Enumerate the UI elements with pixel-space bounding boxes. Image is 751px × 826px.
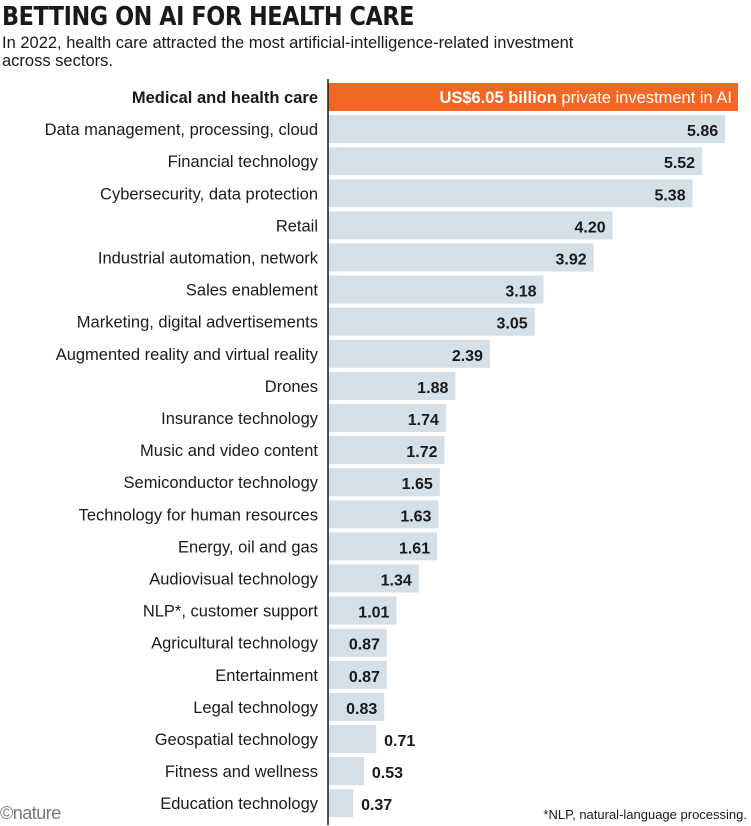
value-label: 0.83 [346,701,377,718]
category-label: Marketing, digital advertisements [77,314,318,332]
value-label: 5.86 [687,123,718,140]
bar [328,628,387,657]
value-label: 1.72 [406,444,437,461]
category-label: Insurance technology [161,410,319,428]
value-label: 1.61 [399,540,430,557]
value-label: 2.39 [452,348,483,365]
category-label: Drones [265,378,318,396]
category-label: Augmented reality and virtual reality [56,346,319,364]
value-label: 0.87 [349,669,380,686]
category-label: Data management, processing, cloud [45,121,318,139]
value-label: 3.92 [556,252,587,269]
category-label: Audiovisual technology [149,571,319,589]
category-label: Industrial automation, network [98,250,319,268]
highlight-value: US$6.05 billion [439,89,561,107]
highlight-label: US$6.05 billion private investment in AI [439,89,732,107]
value-label: 0.87 [349,637,380,654]
category-label: Cybersecurity, data protection [100,185,318,203]
bar [328,243,594,272]
highlight-caption: private investment in AI [561,89,732,107]
bar [328,339,490,368]
category-label: Financial technology [168,153,319,171]
bar [328,147,703,176]
value-label: 1.34 [381,573,412,590]
bar [328,307,535,336]
bar [328,404,446,432]
value-label: 1.63 [400,508,431,525]
bar [328,436,445,465]
bar [328,564,419,593]
footnote: *NLP, natural-language processing. [543,807,747,822]
bar [328,660,387,689]
chart-title: BETTING ON AI FOR HEALTH CARE [2,2,415,32]
bar [328,725,377,753]
category-label: Entertainment [215,667,318,685]
category-label: Medical and health care [132,89,318,107]
category-label: Semiconductor technology [124,474,319,492]
bar [328,757,364,786]
category-label: Music and video content [140,442,318,460]
bar [328,275,544,304]
bar [328,500,439,529]
value-label: 0.37 [361,797,392,814]
category-label: Education technology [160,795,319,813]
category-label: Retail [276,217,318,235]
category-label: NLP*, customer support [143,603,319,621]
category-label: Technology for human resources [79,506,318,524]
value-label: 0.53 [372,765,403,782]
bar [328,532,438,561]
bar [328,115,726,144]
value-label: 1.74 [408,412,439,429]
category-label: Legal technology [193,699,319,717]
value-label: 5.52 [664,155,695,172]
category-label: Fitness and wellness [165,763,318,781]
bar [328,789,354,818]
value-label: 3.18 [505,284,536,301]
bar [328,468,440,497]
value-label: 1.65 [402,476,433,493]
highlight-bar [328,83,738,111]
value-label: 4.20 [574,219,605,236]
value-label: 1.88 [417,380,448,397]
bar [328,371,456,400]
category-label: Sales enablement [186,282,319,300]
chart-subtitle: In 2022, health care attracted the most … [2,34,574,70]
category-label: Geospatial technology [155,731,319,749]
value-label: 1.01 [358,605,389,622]
bar [328,692,385,721]
nature-logo: ©nature [0,803,61,823]
value-label: 0.71 [384,733,415,750]
value-label: 3.05 [497,316,528,333]
value-label: 5.38 [654,187,685,204]
category-label: Energy, oil and gas [178,538,318,556]
bar [328,211,613,240]
category-label: Agricultural technology [151,635,319,653]
bar [328,596,397,625]
bar [328,179,693,208]
